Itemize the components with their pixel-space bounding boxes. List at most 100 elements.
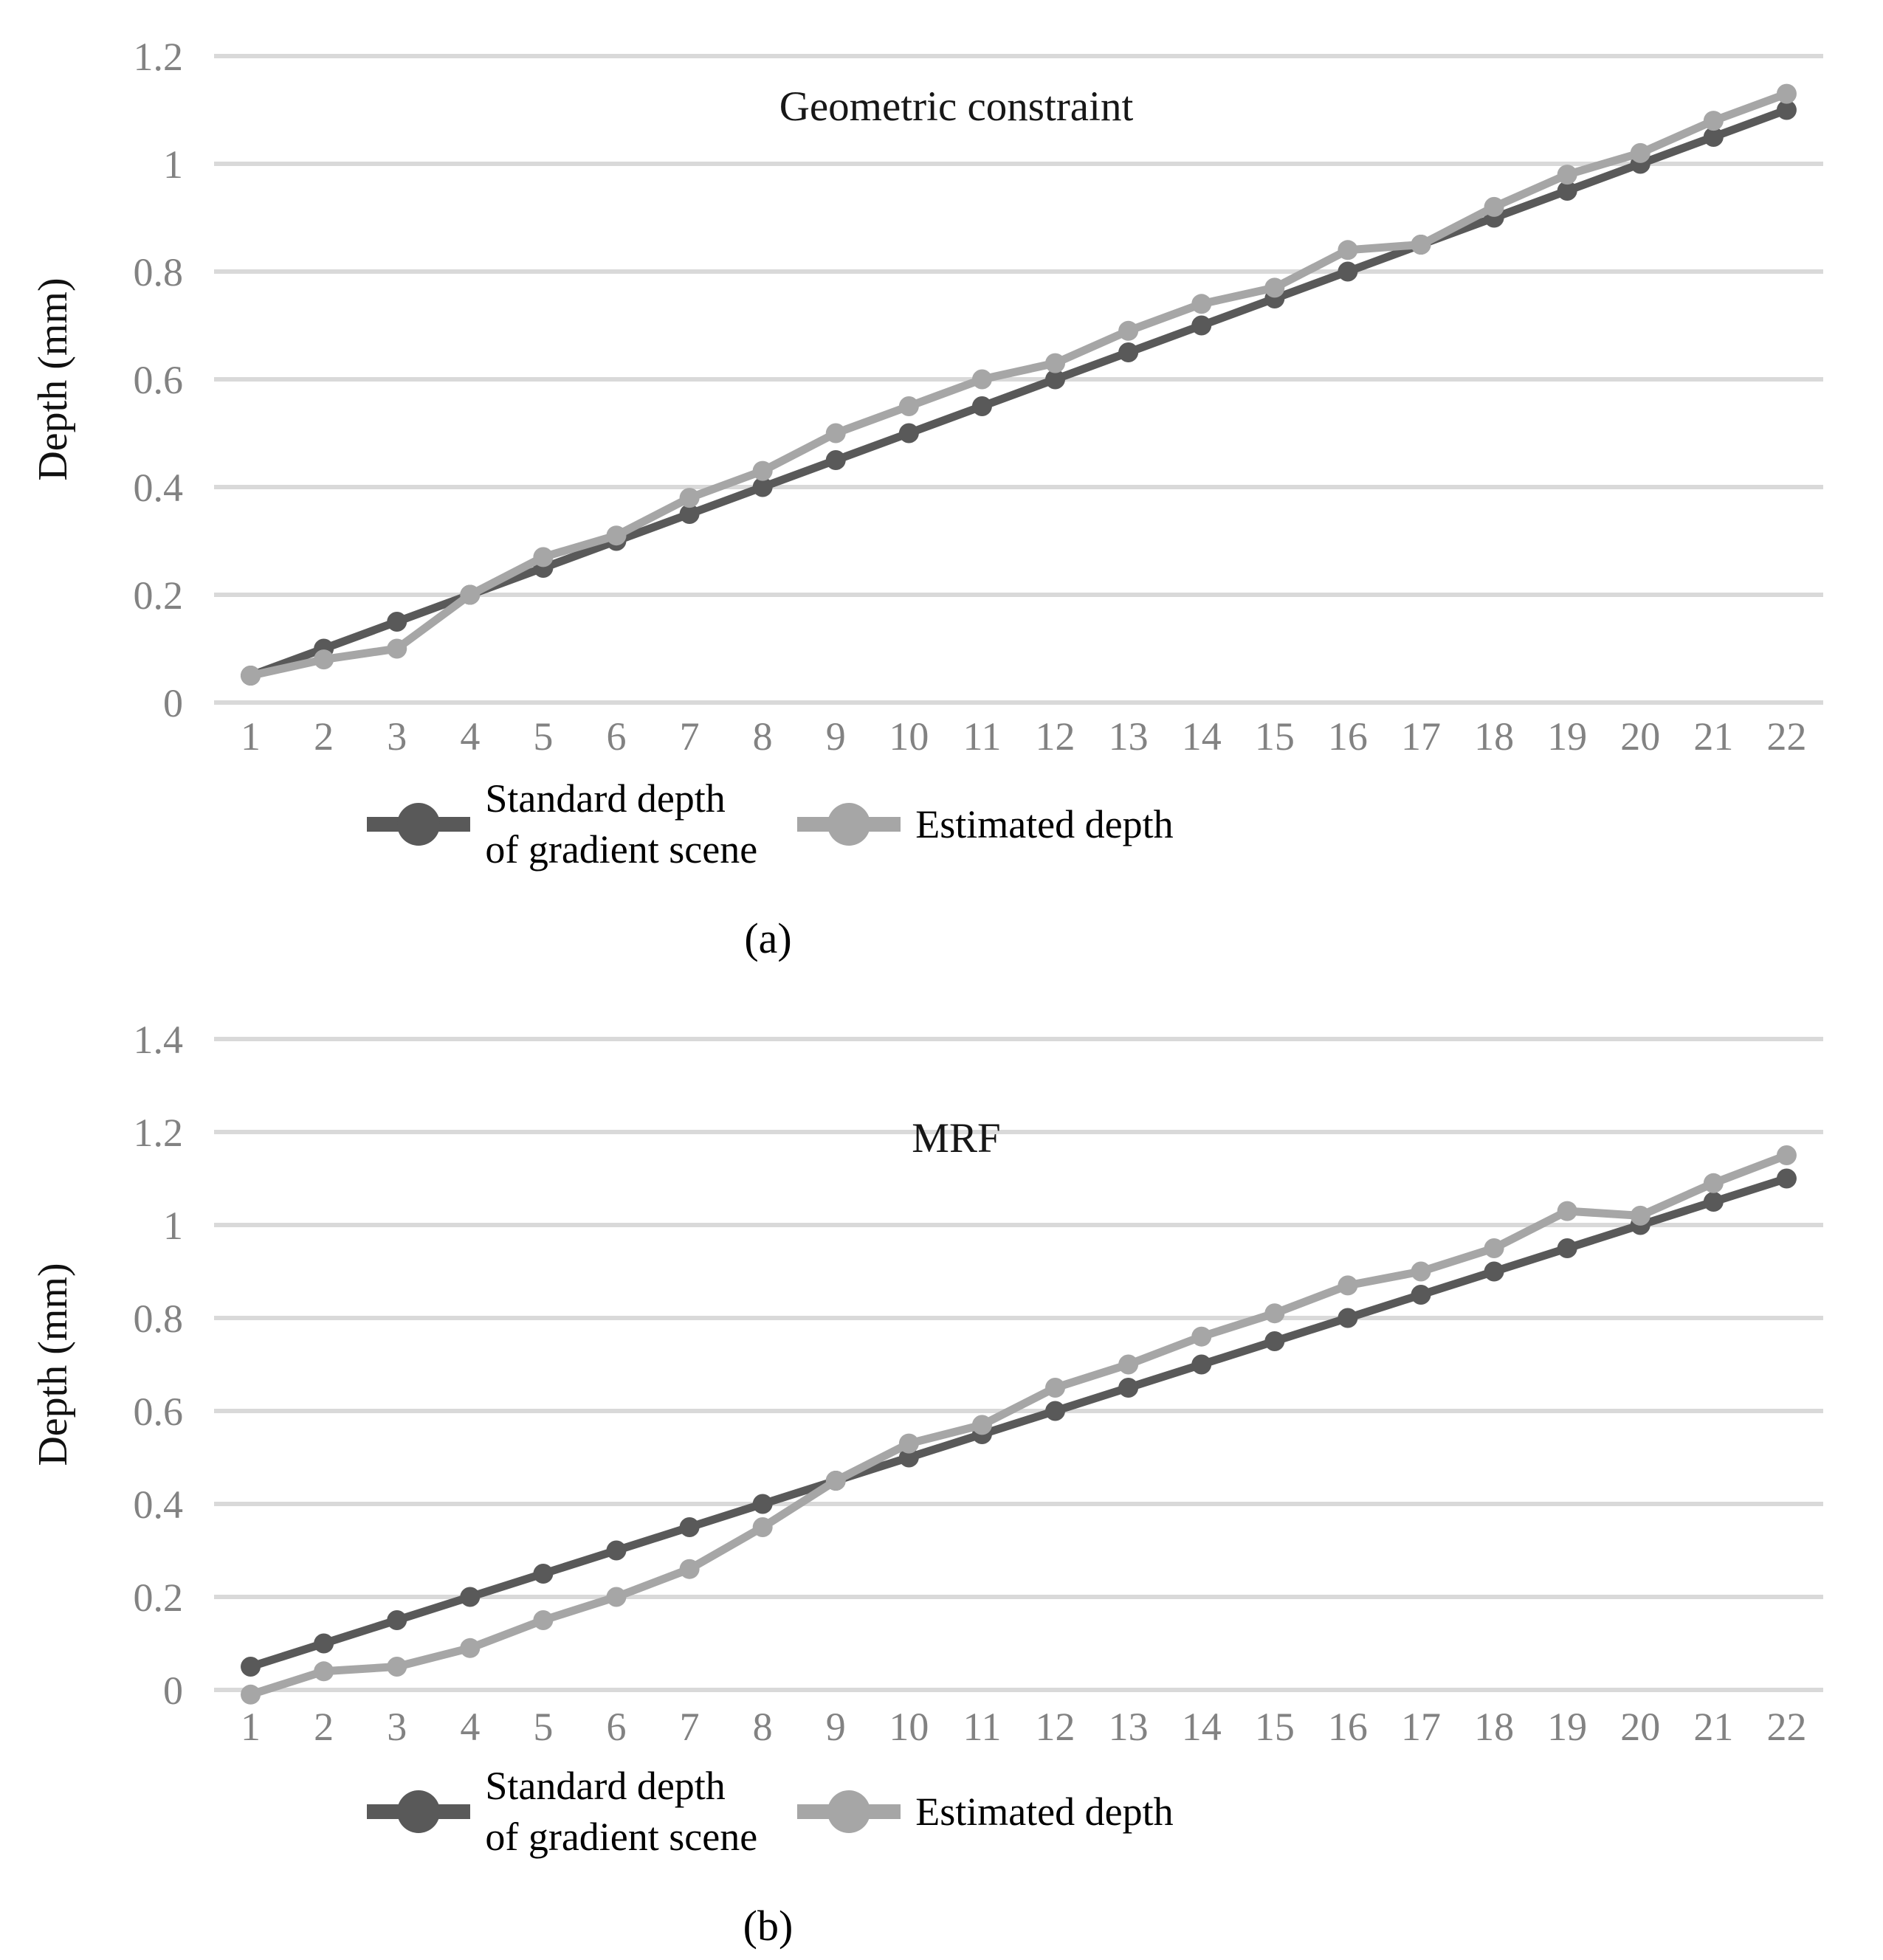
line-marker-key-icon bbox=[367, 1790, 471, 1834]
data-point bbox=[606, 525, 627, 546]
data-point bbox=[1045, 1401, 1066, 1421]
chart-a-caption: (a) bbox=[744, 914, 792, 962]
x-tick-label: 13 bbox=[1109, 1705, 1149, 1749]
data-point bbox=[1557, 1238, 1577, 1258]
data-point bbox=[679, 1559, 700, 1579]
y-tick-label: 0.8 bbox=[134, 250, 184, 294]
data-point bbox=[1776, 1145, 1797, 1165]
data-point bbox=[314, 1633, 334, 1654]
y-tick-label: 1.2 bbox=[134, 1111, 184, 1155]
data-point bbox=[606, 1540, 627, 1561]
x-tick-label: 21 bbox=[1693, 714, 1733, 759]
data-point bbox=[1118, 320, 1139, 341]
data-point bbox=[1118, 342, 1139, 362]
data-point bbox=[533, 1610, 554, 1630]
data-point bbox=[825, 423, 846, 444]
legend-label-estimated-depth: Estimated depth bbox=[915, 1789, 1174, 1834]
data-point bbox=[1411, 1261, 1431, 1282]
series-line-0 bbox=[247, 1174, 1791, 1671]
x-tick-label: 10 bbox=[889, 714, 929, 759]
data-point bbox=[1338, 240, 1358, 260]
x-tick-label: 5 bbox=[533, 1705, 553, 1749]
x-tick-label: 3 bbox=[387, 714, 407, 759]
data-point bbox=[606, 1587, 627, 1607]
x-tick-label: 17 bbox=[1401, 1705, 1441, 1749]
data-point bbox=[387, 612, 407, 632]
data-point bbox=[1411, 235, 1431, 255]
chart-a-block: 0 0.2 0.4 0.6 0.8 1 1.2 1 2 3 4 5 6 7 8 9 10 11 12 13 14 15 16… bbox=[0, 35, 1823, 962]
data-point bbox=[1703, 1192, 1724, 1212]
data-point bbox=[1191, 1326, 1212, 1347]
chart-b-block: 0 0.2 0.4 0.6 0.8 1 1.2 1.4 1 2 3 4 5 6 7 8 9 10 11 12 13 14 1… bbox=[0, 980, 1883, 1960]
data-point bbox=[1703, 1173, 1724, 1193]
data-point bbox=[460, 1587, 481, 1607]
data-point bbox=[1557, 165, 1577, 185]
legend-label-standard-depth: Standard depth of gradient scene bbox=[485, 776, 758, 872]
x-tick-label: 18 bbox=[1474, 1705, 1514, 1749]
data-point bbox=[898, 396, 919, 416]
y-tick-label: 0 bbox=[163, 1669, 183, 1713]
y-tick-label: 0.4 bbox=[134, 466, 184, 510]
data-point bbox=[752, 460, 773, 481]
data-point bbox=[387, 638, 407, 659]
series-line-1 bbox=[247, 89, 1791, 680]
chart-a-plot: 00.20.40.60.811.21 2 3 4 5 6 7 8 9 10 11 12 13 14 15 16… bbox=[134, 35, 1823, 759]
x-tick-label: 19 bbox=[1547, 1705, 1587, 1749]
y-tick-label: 0.4 bbox=[134, 1483, 184, 1527]
chart-a-legend: Standard depth of gradient scene Estimat… bbox=[0, 773, 1710, 875]
x-tick-label: 1 bbox=[241, 714, 261, 759]
data-point bbox=[825, 450, 846, 470]
data-point bbox=[1630, 142, 1650, 163]
y-tick-label: 1 bbox=[163, 142, 183, 187]
legend-item-standard-depth: Standard depth of gradient scene bbox=[362, 1761, 757, 1863]
x-tick-label: 21 bbox=[1693, 1705, 1733, 1749]
legend-item-estimated-depth: Estimated depth bbox=[793, 793, 1174, 855]
data-point bbox=[1703, 127, 1724, 147]
x-tick-label: 15 bbox=[1255, 714, 1295, 759]
data-point bbox=[1338, 261, 1358, 282]
x-tick-label: 14 bbox=[1182, 1705, 1222, 1749]
legend-label-estimated-depth: Estimated depth bbox=[915, 801, 1174, 846]
data-point bbox=[460, 584, 481, 605]
line-marker-key-icon bbox=[797, 803, 901, 846]
x-tick-label: 2 bbox=[314, 714, 334, 759]
data-point bbox=[1191, 1354, 1212, 1375]
data-point bbox=[679, 1517, 700, 1537]
y-tick-label: 1.2 bbox=[134, 35, 184, 79]
chart-b-y-axis-title: Depth (mm) bbox=[30, 1263, 76, 1466]
data-point bbox=[971, 369, 992, 390]
x-tick-label: 12 bbox=[1036, 1705, 1075, 1749]
data-point bbox=[1191, 294, 1212, 314]
y-tick-label: 0.6 bbox=[134, 1390, 184, 1434]
data-point bbox=[1045, 1378, 1066, 1398]
data-point bbox=[1411, 1285, 1431, 1305]
x-tick-label: 20 bbox=[1620, 714, 1660, 759]
y-tick-label: 0.6 bbox=[134, 358, 184, 402]
line-marker-key-icon bbox=[367, 803, 471, 846]
x-tick-label: 15 bbox=[1255, 1705, 1295, 1749]
data-point bbox=[1557, 1201, 1577, 1221]
x-tick-label: 9 bbox=[826, 714, 846, 759]
x-tick-label: 4 bbox=[460, 714, 480, 759]
y-tick-label: 0 bbox=[163, 681, 183, 725]
chart-a-y-axis-title: Depth (mm) bbox=[30, 277, 76, 481]
x-tick-label: 2 bbox=[314, 1705, 334, 1749]
legend-label-standard-depth: Standard depth of gradient scene bbox=[485, 1764, 758, 1860]
data-point bbox=[387, 1657, 407, 1677]
data-point bbox=[752, 477, 773, 497]
x-tick-label: 22 bbox=[1766, 1705, 1806, 1749]
data-point bbox=[898, 1447, 919, 1468]
legend-item-estimated-depth: Estimated depth bbox=[793, 1781, 1174, 1843]
chart-b-legend: Standard depth of gradient scene Estimat… bbox=[0, 1761, 1710, 1863]
data-point bbox=[971, 396, 992, 416]
x-tick-label: 11 bbox=[963, 1705, 1001, 1749]
y-tick-label: 0.8 bbox=[134, 1297, 184, 1341]
data-point bbox=[1776, 1168, 1797, 1189]
data-point bbox=[1118, 1378, 1139, 1398]
data-point bbox=[1264, 1331, 1285, 1351]
data-point bbox=[1264, 1303, 1285, 1324]
data-point bbox=[898, 423, 919, 444]
data-point bbox=[1118, 1354, 1139, 1375]
y-tick-label: 1 bbox=[163, 1204, 183, 1248]
data-point bbox=[1630, 1205, 1650, 1226]
